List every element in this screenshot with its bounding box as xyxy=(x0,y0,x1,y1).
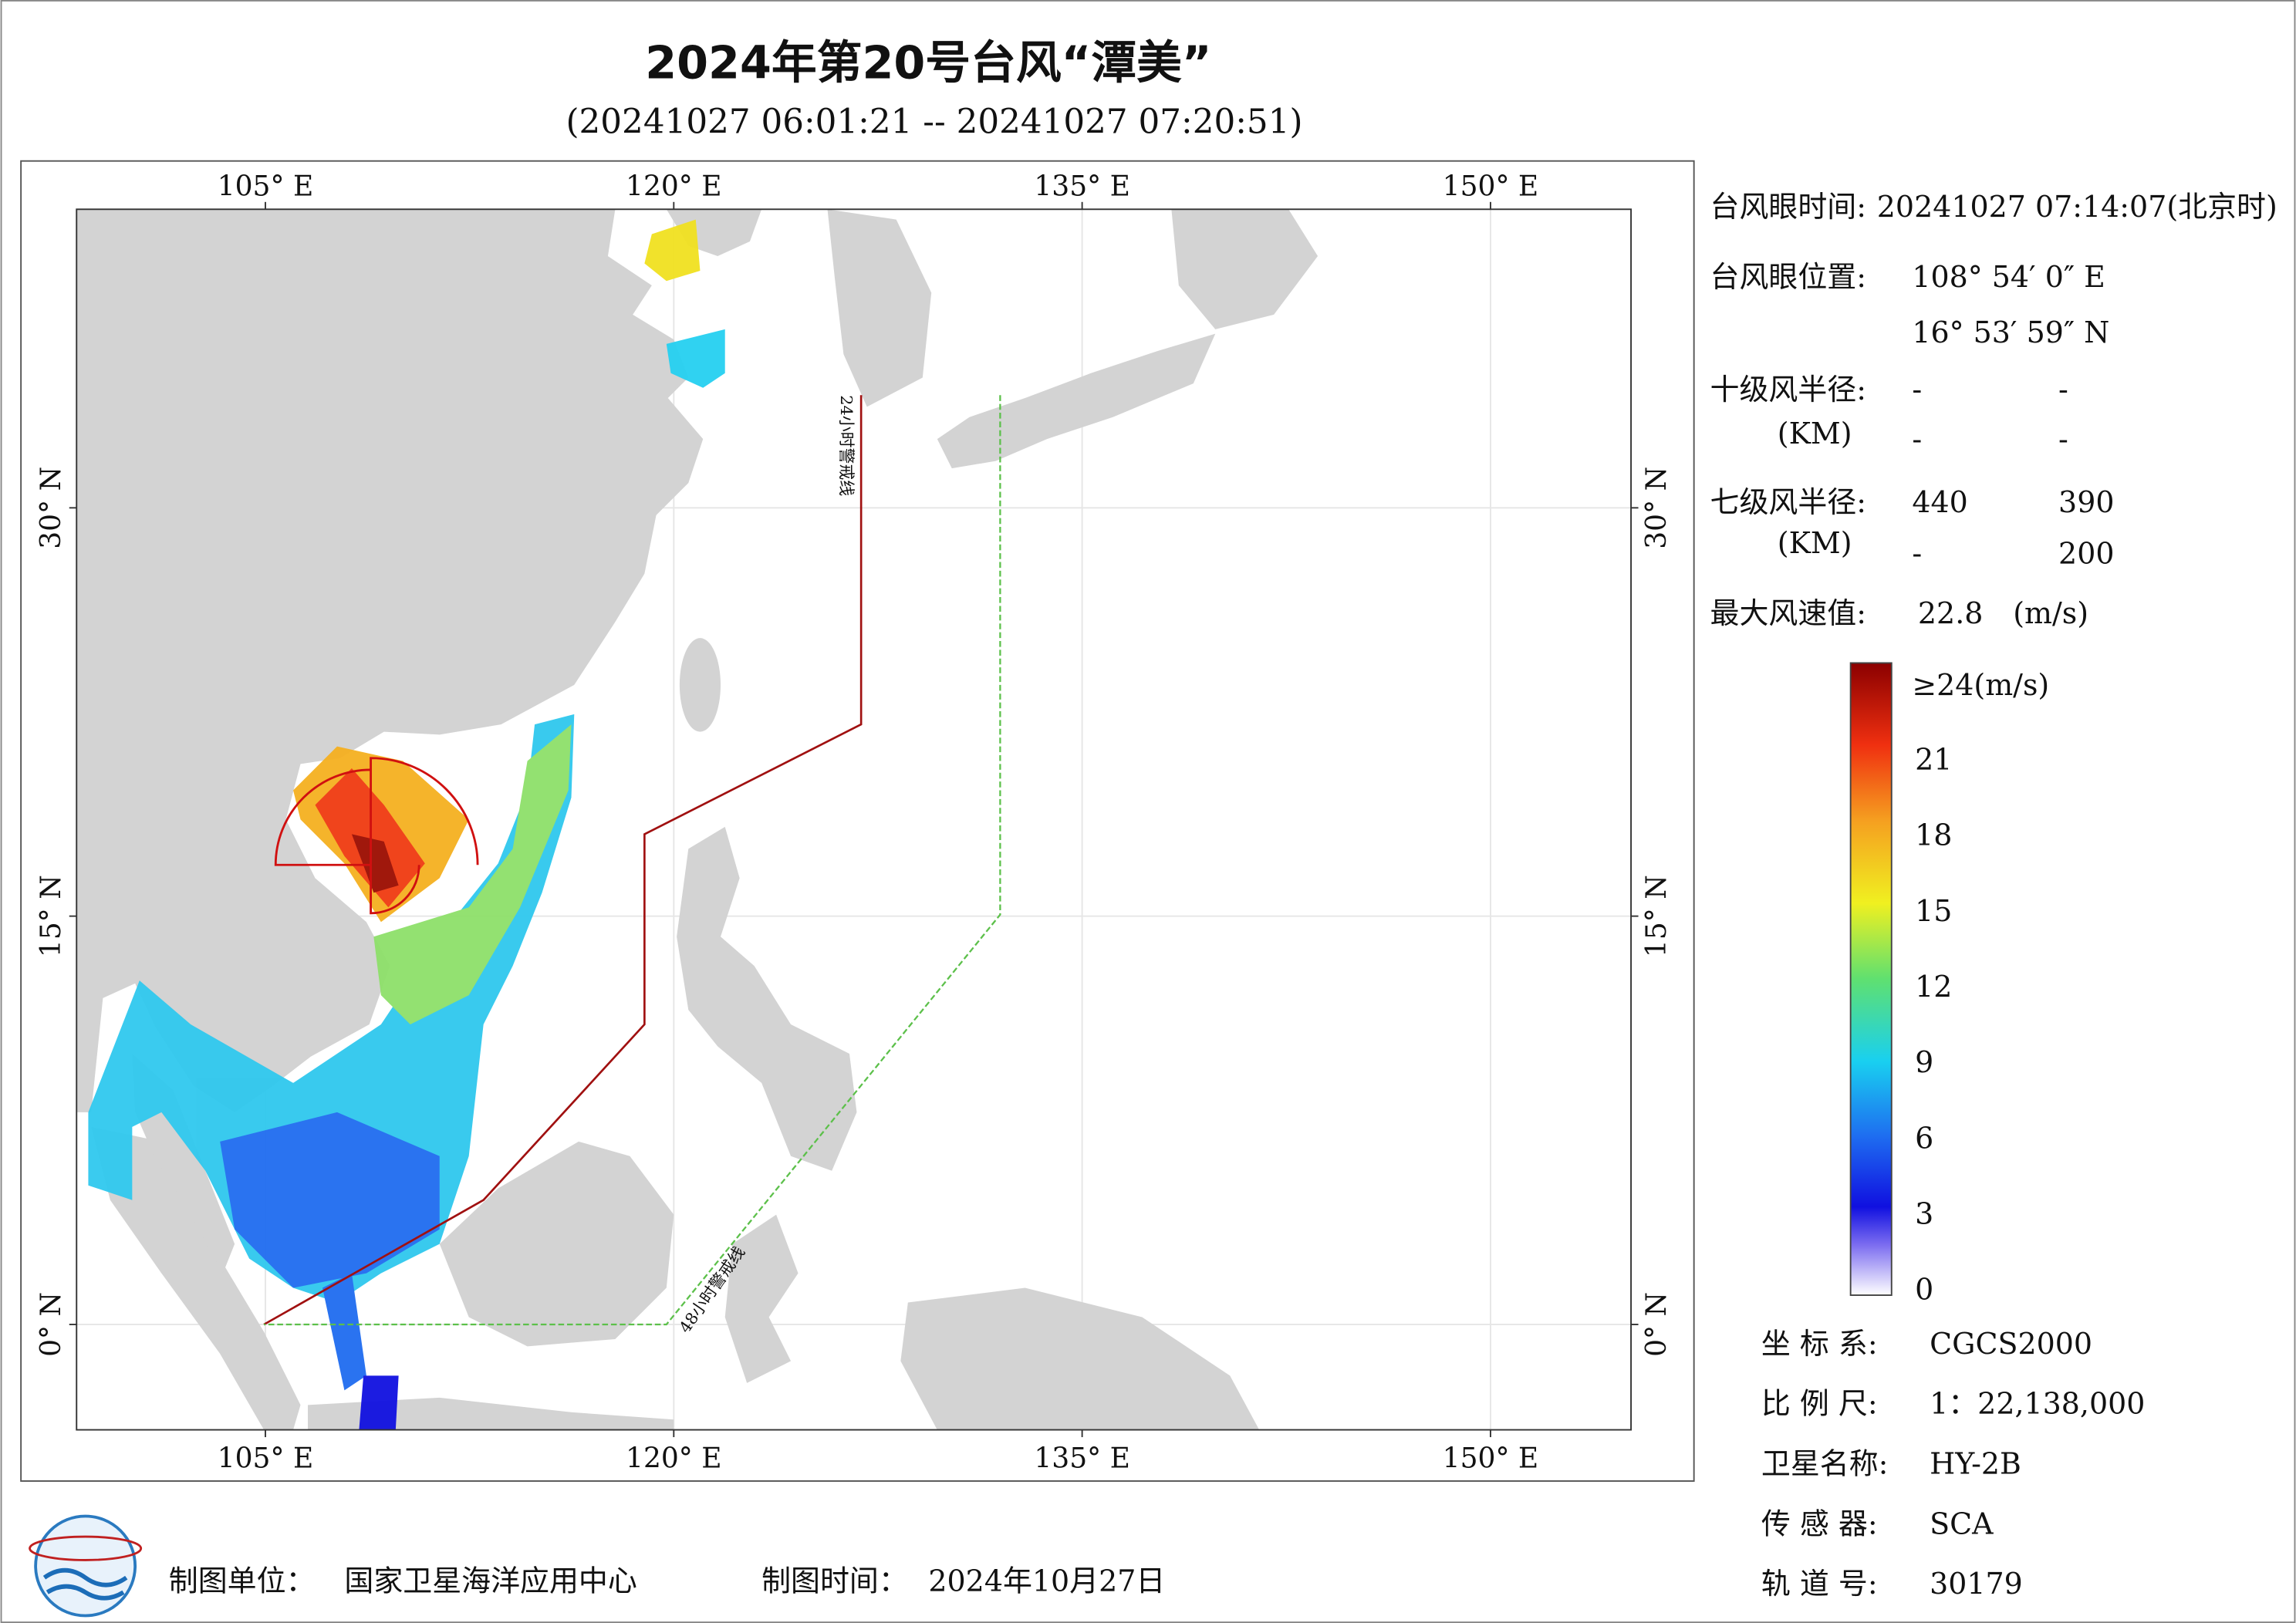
org-label: 制图单位： xyxy=(169,1564,316,1598)
radius10-label: 十级风半径: xyxy=(1710,373,1866,407)
colorbar-tick-label: 21 xyxy=(1915,742,1952,776)
meta-info: 坐 标 系: CGCS2000 比 例 尺: 1：22,138,000 卫星名称: HY-… xyxy=(1761,1327,2145,1601)
meta-value: CGCS2000 xyxy=(1930,1327,2092,1361)
title: 2024年第20号台风“潭美” xyxy=(645,35,1211,89)
lon-tick-label: 105° E xyxy=(218,1442,314,1474)
meta-label: 卫星名称: xyxy=(1761,1446,1889,1480)
map: 24小时警戒线 48小时警戒线 xyxy=(76,209,1632,1430)
colorbar xyxy=(1849,662,1893,1296)
radius7-unit: (KM) xyxy=(1778,526,1852,560)
max-wind-unit: (m/s) xyxy=(2013,596,2088,630)
date: 2024年10月27日 xyxy=(928,1564,1165,1598)
meta-label: 坐 标 系: xyxy=(1761,1327,1878,1361)
land xyxy=(76,209,1319,1430)
eye-position-label: 台风眼位置: xyxy=(1710,260,1866,294)
eye-lon: 108° 54′ 0″ E xyxy=(1912,260,2105,294)
radius7-value: - xyxy=(1912,536,1922,570)
lon-tick-label: 135° E xyxy=(1034,171,1130,203)
typhoon-radius xyxy=(274,757,479,915)
radius7-value: 390 xyxy=(2058,485,2114,519)
radius10-value: - xyxy=(2058,373,2068,407)
colorbar-ticks: ≥24(m/s) 21 18 15 12 9 6 3 0 xyxy=(1912,668,2049,1307)
map-border xyxy=(76,208,1633,1431)
meta-value: SCA xyxy=(1930,1507,1994,1540)
lon-tick-label: 120° E xyxy=(626,171,722,203)
radius10-unit: (KM) xyxy=(1778,417,1852,450)
org: 国家卫星海洋应用中心 xyxy=(344,1564,636,1598)
lat-tick-label: 30° N xyxy=(1641,467,1673,549)
logo xyxy=(29,1514,143,1618)
colorbar-tick-label: 12 xyxy=(1915,970,1952,1004)
colorbar-tick-label: 6 xyxy=(1915,1121,1933,1155)
meta-label: 比 例 尺: xyxy=(1761,1387,1878,1421)
lat-tick-label: 15° N xyxy=(35,875,67,957)
warning-line-24h xyxy=(263,395,863,1326)
lon-tick-label: 135° E xyxy=(1034,1442,1130,1474)
info-panel: 台风眼时间: 20241027 07:14:07(北京时) 台风眼位置: 108… xyxy=(1710,190,2277,630)
radius7-value: 200 xyxy=(2058,536,2114,570)
lon-tick-label: 105° E xyxy=(218,171,314,203)
radius7-value: 440 xyxy=(1912,485,1967,519)
lat-tick-label: 0° N xyxy=(35,1292,67,1357)
colorbar-tick-label: 18 xyxy=(1915,818,1952,852)
colorbar-tick-label: 15 xyxy=(1915,894,1952,928)
colorbar-tick-label: 0 xyxy=(1915,1273,1933,1307)
eye-time: 20241027 07:14:07(北京时) xyxy=(1877,190,2277,224)
colorbar-top-label: ≥24(m/s) xyxy=(1912,668,2049,702)
meta-label: 轨 道 号: xyxy=(1761,1567,1878,1601)
date-label: 制图时间： xyxy=(761,1564,908,1598)
meta-value: 1：22,138,000 xyxy=(1930,1387,2145,1421)
lat-tick-label: 30° N xyxy=(35,467,67,549)
meta-value: HY-2B xyxy=(1930,1446,2021,1480)
lat-tick-label: 15° N xyxy=(1641,875,1673,957)
radius10-value: - xyxy=(2058,422,2068,456)
warning-line-48h xyxy=(264,395,1001,1326)
lat-tick-label: 0° N xyxy=(1641,1292,1673,1357)
colorbar-tick-label: 3 xyxy=(1915,1197,1933,1231)
radius7-label: 七级风半径: xyxy=(1710,485,1866,519)
lon-tick-label: 150° E xyxy=(1443,1442,1539,1474)
warning-label-24h: 24小时警戒线 xyxy=(837,395,856,496)
lon-tick-label: 150° E xyxy=(1443,171,1539,203)
max-wind-label: 最大风速值: xyxy=(1710,596,1866,630)
lon-tick-label: 120° E xyxy=(626,1442,722,1474)
colorbar-tick-label: 9 xyxy=(1915,1045,1933,1079)
radius10-value: - xyxy=(1912,422,1922,456)
eye-time-label: 台风眼时间: xyxy=(1710,190,1866,224)
max-wind: 22.8 xyxy=(1918,596,1983,630)
meta-value: 30179 xyxy=(1930,1567,2023,1601)
radius10-value: - xyxy=(1912,373,1922,407)
subtitle: (20241027 06:01:21 -- 20241027 07:20:51) xyxy=(566,103,1303,141)
meta-label: 传 感 器: xyxy=(1761,1507,1878,1540)
eye-lat: 16° 53′ 59″ N xyxy=(1912,315,2109,349)
map-ticks: 105° E 105° E 120° E 120° E 135° E 135° E 150°… xyxy=(35,171,1673,1475)
